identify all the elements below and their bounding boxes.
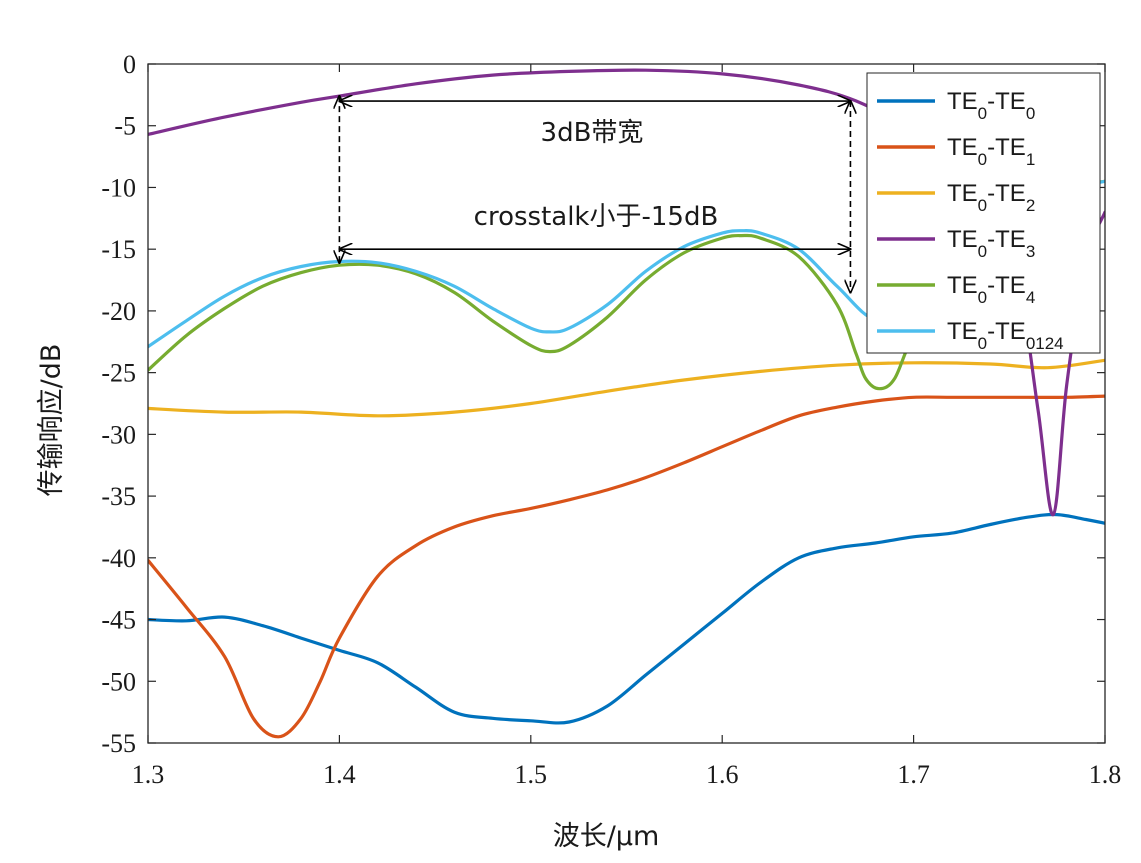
x-tick-label: 1.7 [897, 760, 930, 789]
legend-entry: TE0-TE2 [947, 180, 1035, 215]
y-tick-label: -5 [114, 112, 136, 141]
y-tick-label: -35 [101, 482, 136, 511]
legend-entry: TE0-TE1 [947, 134, 1035, 169]
legend-entry: TE0-TE4 [947, 272, 1035, 307]
x-tick-label: 1.5 [515, 760, 548, 789]
series-line-2 [148, 394, 1105, 739]
legend: TE0-TE0 TE0-TE1 TE0-TE2 TE0-TE3 TE0-TE4 TE0-T… [866, 72, 1101, 354]
bandwidth-label: 3dB带宽 [541, 118, 644, 148]
y-tick-label: -15 [101, 235, 136, 264]
x-tick-label: 1.8 [1089, 760, 1122, 789]
legend-entry: TE0-TE0124 [947, 318, 1064, 353]
y-axis-title: 传输响应/dB [36, 344, 67, 497]
y-tick-label: -40 [101, 544, 136, 573]
y-tick-label: 0 [123, 50, 136, 79]
annotation-layer [339, 96, 850, 292]
series-line-1 [148, 512, 1105, 725]
y-tick-label: -30 [101, 420, 136, 449]
y-tick-label: -20 [101, 297, 136, 326]
legend-entry: TE0-TE3 [947, 226, 1035, 261]
y-tick-label: -10 [101, 173, 136, 202]
crosstalk-label: crosstalk小于-15dB [474, 202, 719, 232]
y-tick-label: -45 [101, 606, 136, 635]
x-tick-label: 1.4 [323, 760, 356, 789]
x-axis-ticks: 1.3 1.4 1.5 1.6 1.7 1.8 [132, 64, 1122, 789]
series-line-3 [148, 358, 1105, 418]
y-tick-label: -25 [101, 359, 136, 388]
y-tick-label: -55 [101, 729, 136, 758]
legend-entry: TE0-TE0 [947, 88, 1035, 123]
plot-frame [147, 63, 1106, 744]
y-tick-label: -50 [101, 667, 136, 696]
x-axis-title: 波长/μm [553, 821, 660, 852]
legend-box [866, 72, 1101, 354]
x-tick-label: 1.3 [132, 760, 165, 789]
y-axis-ticks: 0 -5 -10 -15 -20 -25 -30 -35 -40 -45 -50 -55 [101, 50, 1105, 758]
x-tick-label: 1.6 [706, 760, 739, 789]
